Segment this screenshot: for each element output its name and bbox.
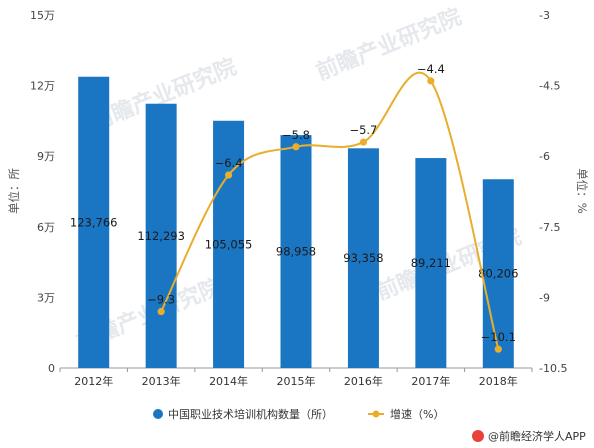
bar-data-label: 80,206: [478, 267, 518, 281]
growth-point: [224, 171, 233, 179]
growth-line: [160, 71, 500, 350]
bar: [280, 135, 312, 368]
left-axis-title: 单位：所: [7, 168, 21, 214]
growth-point: [292, 143, 300, 151]
right-y-tick-label: -4.5: [539, 80, 560, 93]
bar: [415, 158, 447, 368]
legend-label-bar: 中国职业技术培训机构数量（所）: [168, 407, 333, 421]
x-tick-label: 2012年: [74, 374, 113, 388]
app-logo-icon: [472, 430, 484, 442]
bar-data-label: 123,766: [70, 215, 118, 229]
growth-data-label: −9.3: [147, 293, 175, 307]
bar-data-label: 89,211: [411, 256, 451, 270]
bar-data-label: 105,055: [205, 237, 253, 251]
credit: @前瞻经济学人APP: [472, 429, 586, 443]
growth-data-label: −5.7: [349, 123, 377, 137]
line-data-labels: −9.3 −6.4 −5.8 −5.7 −4.4 −10.1: [147, 62, 516, 344]
growth-point: [494, 345, 502, 353]
left-y-tick-label: 12万: [30, 80, 55, 93]
legend-label-line: 增速（%）: [390, 407, 444, 421]
bar-data-label: 112,293: [137, 229, 185, 243]
left-y-tick-label: 9万: [37, 150, 55, 163]
bar-series: [78, 76, 514, 369]
right-y-tick-label: -6: [539, 150, 550, 163]
line-series: [157, 71, 502, 353]
growth-data-label: −5.8: [282, 128, 310, 142]
x-tick-label: 2013年: [142, 374, 181, 388]
x-tick-label: 2014年: [209, 374, 248, 388]
x-tick-label: 2017年: [411, 374, 450, 388]
growth-point: [359, 138, 368, 146]
right-y-tick-label: -3: [539, 9, 550, 22]
left-y-tick-label: 3万: [37, 291, 55, 304]
bar-data-label: 98,958: [276, 245, 316, 259]
bar-data-label: 93,358: [343, 251, 383, 265]
right-y-tick-label: -10.5: [539, 362, 567, 375]
legend-swatch-bar: [153, 409, 163, 419]
left-y-tick-label: 15万: [30, 9, 55, 22]
x-tick-label: 2016年: [344, 374, 383, 388]
growth-point: [427, 77, 435, 85]
bar: [78, 76, 110, 369]
growth-data-label: −6.4: [215, 156, 243, 170]
legend: 中国职业技术培训机构数量（所） 增速（%）: [153, 407, 444, 421]
left-y-tick-label: 0: [48, 362, 55, 375]
bar: [482, 179, 514, 368]
right-y-tick-label: -9: [539, 291, 550, 304]
left-y-tick-label: 6万: [37, 221, 55, 234]
bar-data-labels: 123,766 112,293 105,055 98,958 93,358 89,211 8…: [70, 215, 518, 280]
growth-point: [157, 307, 165, 316]
x-tick-label: 2018年: [479, 374, 518, 388]
growth-data-label: −10.1: [481, 330, 516, 344]
bar: [213, 120, 245, 368]
credit-text: @前瞻经济学人APP: [488, 429, 586, 443]
x-tick-label: 2015年: [277, 374, 316, 388]
bar: [145, 103, 177, 369]
legend-swatch-marker: [372, 410, 380, 418]
growth-data-label: −4.4: [417, 62, 445, 76]
bar: [347, 148, 379, 368]
right-axis-title: 单位：%: [575, 168, 589, 213]
right-y-tick-label: -7.5: [539, 221, 560, 234]
